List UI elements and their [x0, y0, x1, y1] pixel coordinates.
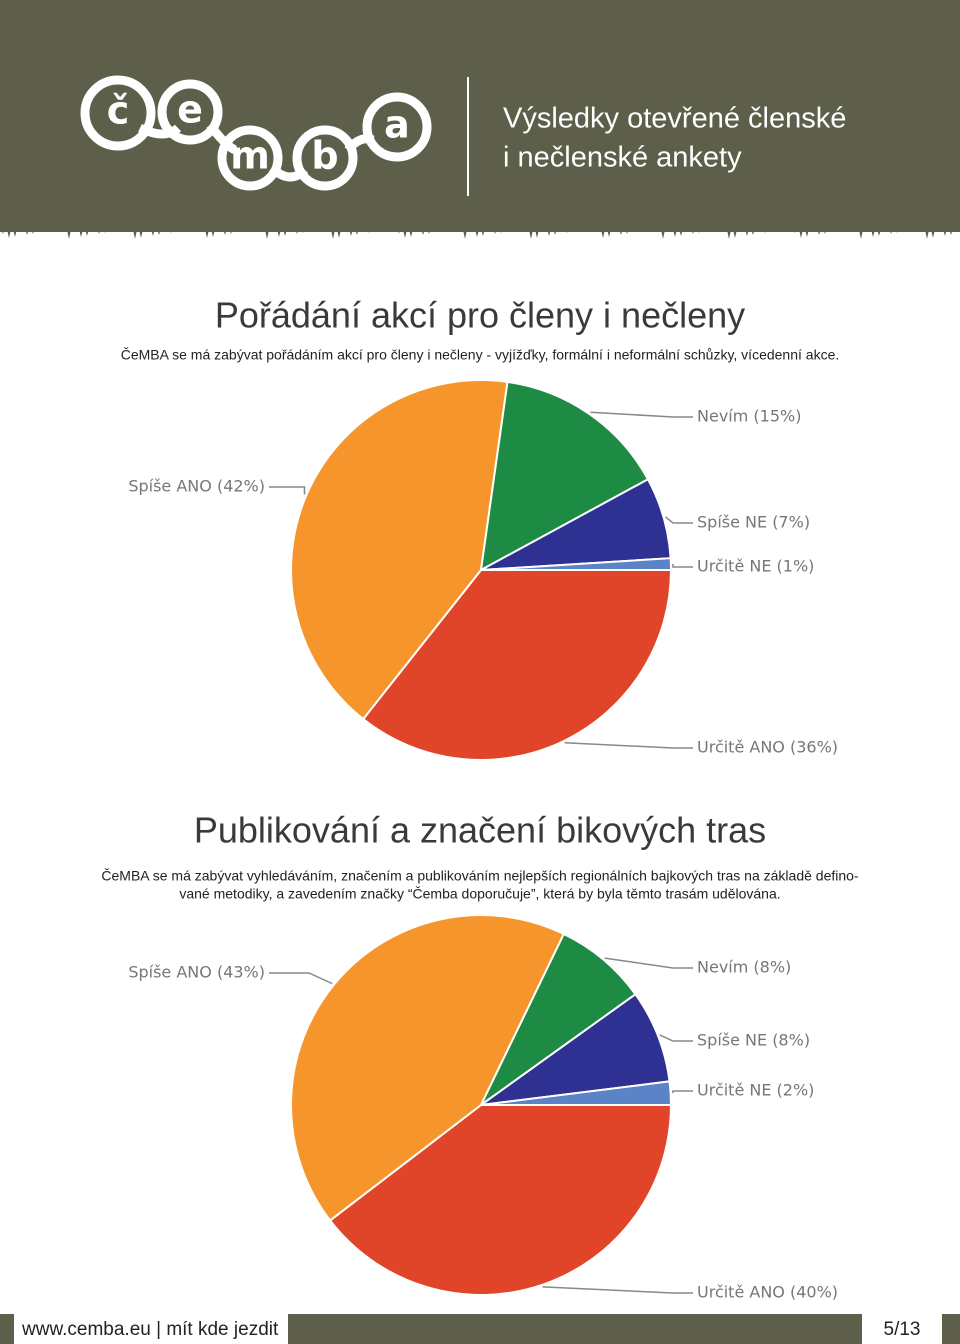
leader-line	[659, 1034, 693, 1042]
footer-box	[14, 1314, 288, 1344]
slice-label: Nevím (8%)	[697, 958, 791, 977]
leader-line	[542, 1286, 693, 1294]
logo-letter: b	[311, 134, 338, 178]
slice-label: Určitě ANO (36%)	[697, 738, 838, 757]
section-description: ČeMBA se má zabývat pořádáním akcí pro č…	[121, 347, 840, 363]
logo-letter: m	[230, 134, 270, 178]
header-title: i nečlenské ankety	[503, 142, 742, 174]
logo-letter: e	[177, 88, 203, 132]
pie-slice	[480, 932, 637, 1106]
section-description: vané metodiky, a zavedením značky “Čemba…	[179, 886, 780, 902]
pie-slice	[480, 557, 673, 571]
section-description: ČeMBA se má zabývat vyhledáváním, značen…	[101, 868, 859, 884]
slice-label: Spíše ANO (42%)	[128, 477, 265, 496]
leader-line	[269, 486, 306, 495]
logo-letter: č	[107, 89, 130, 133]
section-title: Pořádání akcí pro členy i nečleny	[215, 295, 745, 336]
pie-slice	[480, 992, 671, 1106]
leader-line	[665, 516, 693, 524]
header-title: Výsledky otevřené členské	[503, 103, 846, 135]
slice-label: Určitě NE (2%)	[697, 1081, 814, 1100]
pie-slice	[479, 380, 650, 572]
pie-slice	[361, 569, 673, 761]
slice-label: Určitě NE (1%)	[697, 557, 814, 576]
leader-line	[604, 957, 693, 969]
pie-slice	[290, 914, 566, 1222]
footer-site[interactable]: www.cemba.eu | mít kde jezdit	[21, 1319, 279, 1340]
slice-label: Určitě ANO (40%)	[697, 1283, 838, 1302]
section-title: Publikování a značení bikových tras	[194, 810, 766, 851]
slice-label: Spíše NE (8%)	[697, 1031, 810, 1050]
logo-letter: a	[384, 103, 410, 147]
slice-label: Spíše ANO (43%)	[128, 963, 265, 982]
page-number: 5/13	[884, 1319, 921, 1340]
footer-box	[862, 1314, 942, 1344]
leader-line	[269, 972, 333, 985]
leader-line	[590, 411, 693, 418]
pie-slice	[328, 1104, 673, 1296]
leader-line	[671, 1090, 693, 1094]
slice-label: Nevím (15%)	[697, 407, 801, 426]
slice-label: Spíše NE (7%)	[697, 513, 810, 532]
leader-line	[672, 564, 693, 568]
leader-line	[564, 742, 693, 749]
logo	[80, 75, 432, 191]
pie-slice	[290, 379, 509, 721]
pie-slice	[480, 1080, 673, 1106]
